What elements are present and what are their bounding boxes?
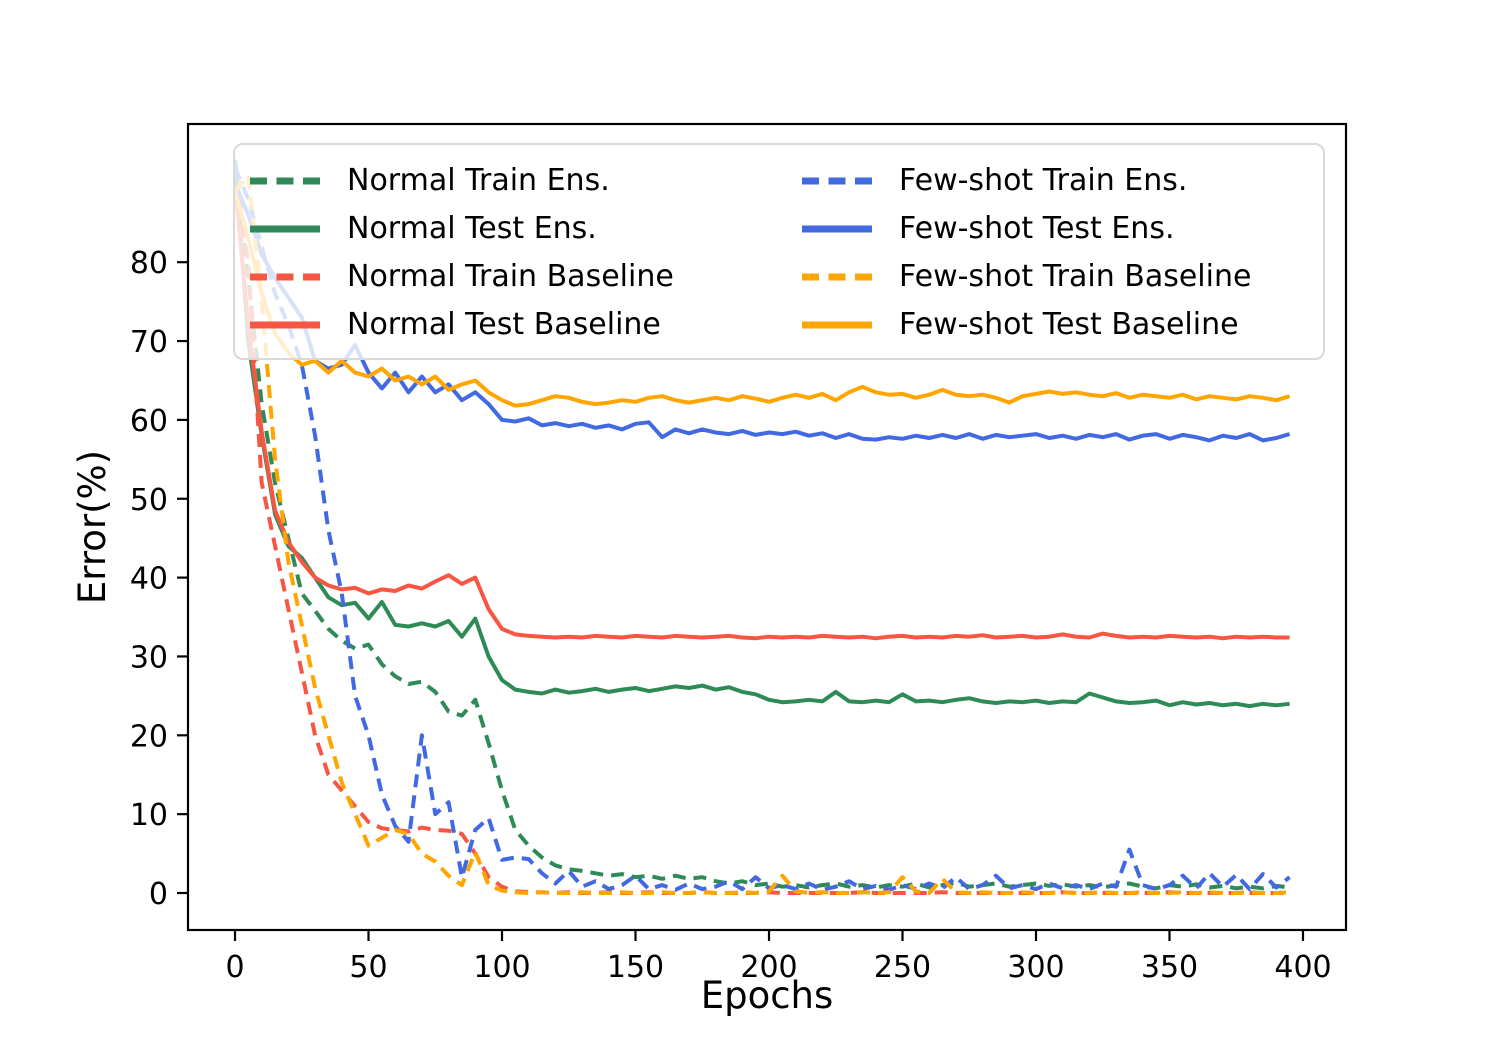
x-tick-label: 200	[740, 950, 797, 985]
legend-label: Normal Train Baseline	[347, 259, 674, 294]
legend-item: Normal Train Ens.	[249, 157, 801, 205]
y-tick-label: 70	[130, 325, 168, 360]
y-tick-label: 50	[130, 483, 168, 518]
ticks-group: 0 50 100 150 200 250 300 350 400 0 10 20 30 40 50 60 70 8…	[130, 246, 1332, 985]
legend-item: Few-shot Train Baseline	[801, 253, 1313, 301]
series-few-shot-test-ens	[233, 182, 1291, 443]
legend-item: Normal Train Baseline	[249, 253, 801, 301]
legend-label: Few-shot Train Ens.	[899, 163, 1188, 198]
legend-line-sample	[250, 321, 320, 329]
legend-line-sample	[250, 225, 320, 233]
legend-item: Normal Test Baseline	[249, 301, 801, 349]
legend-line-sample	[802, 177, 872, 185]
legend-line-sample	[802, 321, 872, 329]
y-tick-label: 80	[130, 246, 168, 281]
series-group	[233, 159, 1291, 895]
x-axis-label: Epochs	[701, 974, 834, 1017]
y-tick-label: 40	[130, 562, 168, 597]
legend-line-sample	[250, 177, 320, 185]
legend-line-sample	[802, 225, 872, 233]
series-few-shot-train-baseline	[233, 173, 1290, 895]
series-few-shot-test-baseline	[233, 190, 1291, 408]
x-tick-label: 150	[607, 950, 664, 985]
legend-line-sample	[250, 273, 320, 281]
series-normal-test-baseline	[233, 183, 1290, 641]
legend-label: Few-shot Test Baseline	[899, 307, 1239, 342]
series-few-shot-train-ens	[233, 166, 1291, 892]
legend-label: Few-shot Test Ens.	[899, 211, 1175, 246]
legend-label: Few-shot Train Baseline	[899, 259, 1252, 294]
legend-label: Normal Test Baseline	[347, 307, 661, 342]
x-tick-label: 50	[349, 950, 387, 985]
legend-item: Few-shot Test Ens.	[801, 205, 1313, 253]
legend-item: Normal Test Ens.	[249, 205, 801, 253]
legend-item: Few-shot Test Baseline	[801, 301, 1313, 349]
y-tick-label: 0	[149, 877, 168, 912]
x-tick-label: 0	[225, 950, 244, 985]
y-axis-label: Error(%)	[71, 450, 114, 604]
y-tick-label: 60	[130, 404, 168, 439]
legend-label: Normal Test Ens.	[347, 211, 597, 246]
legend-line-sample	[802, 273, 872, 281]
axes-frame	[186, 122, 1348, 932]
series-normal-test-ens	[233, 159, 1290, 709]
y-tick-label: 10	[130, 798, 168, 833]
x-tick-label: 350	[1141, 950, 1198, 985]
legend-label: Normal Train Ens.	[347, 163, 610, 198]
y-tick-label: 20	[130, 719, 168, 754]
x-tick-label: 250	[874, 950, 931, 985]
x-tick-label: 100	[473, 950, 530, 985]
x-tick-label: 400	[1274, 950, 1331, 985]
legend: Normal Train Ens. Normal Test Ens. Normal …	[233, 143, 1325, 360]
y-tick-label: 30	[130, 640, 168, 675]
legend-item: Few-shot Train Ens.	[801, 157, 1313, 205]
x-tick-label: 300	[1007, 950, 1064, 985]
